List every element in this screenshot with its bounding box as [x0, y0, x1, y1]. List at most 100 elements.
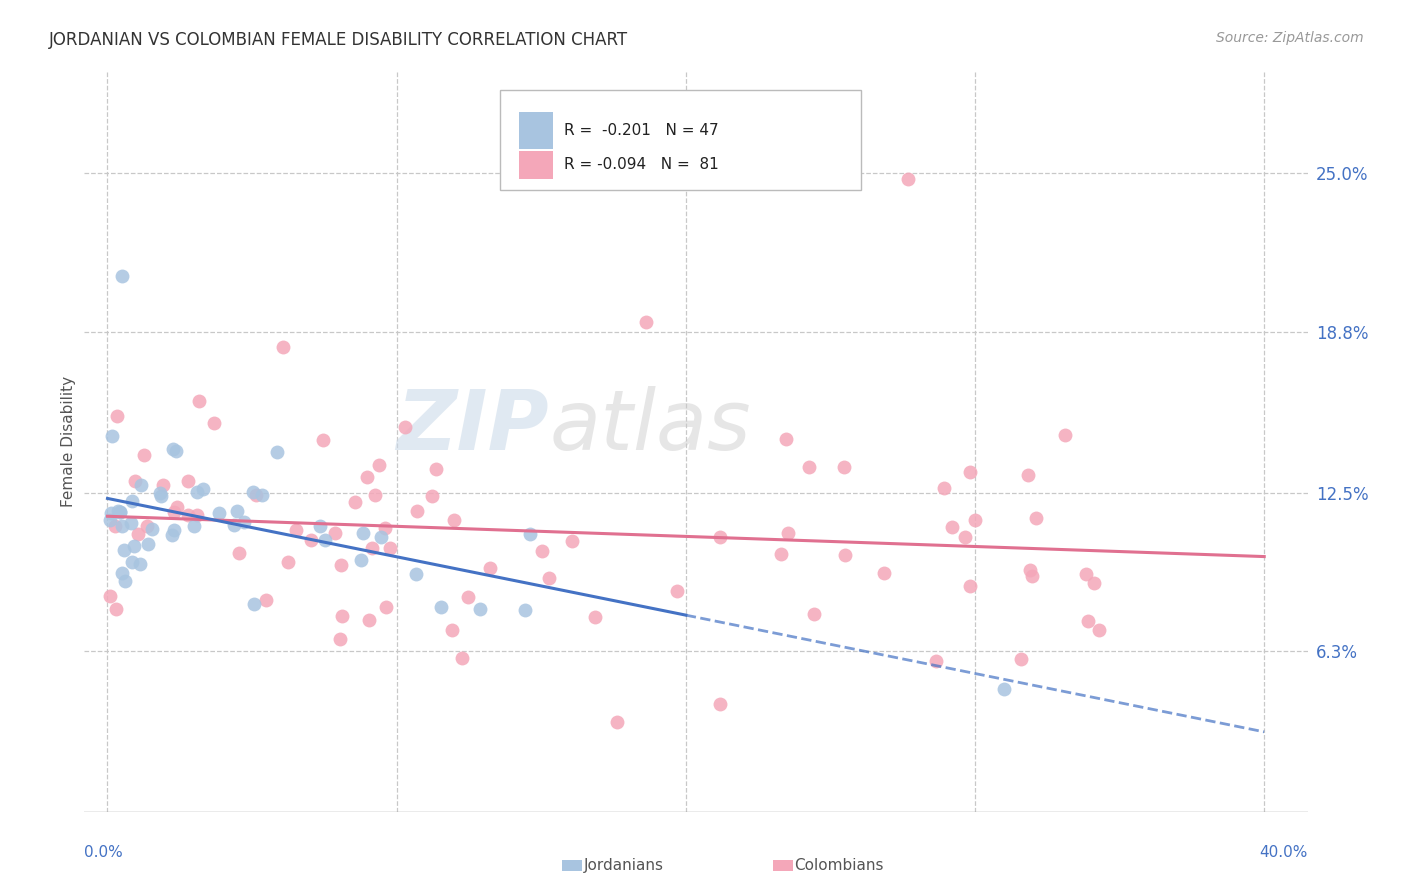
Text: 40.0%: 40.0% [1260, 845, 1308, 860]
Point [425, 462, 447, 476]
Point [959, 579, 981, 593]
Point [941, 520, 963, 534]
Point [150, 489, 173, 503]
Point [330, 608, 353, 623]
Point [803, 607, 825, 622]
Point [405, 566, 427, 581]
Point [242, 485, 264, 500]
Point [141, 523, 163, 537]
Point [897, 171, 920, 186]
Point [709, 698, 731, 712]
Point [183, 519, 205, 533]
Point [370, 530, 392, 544]
Point [105, 602, 128, 616]
Point [925, 655, 948, 669]
Point [932, 481, 955, 495]
Point [228, 545, 250, 559]
Point [406, 504, 429, 518]
Point [166, 500, 188, 515]
Point [325, 525, 347, 540]
Point [108, 505, 131, 519]
Point [177, 508, 200, 522]
Point [666, 583, 689, 598]
Point [1025, 511, 1047, 525]
Point [108, 505, 131, 519]
Point [191, 482, 214, 496]
Point [124, 474, 146, 488]
Point [277, 555, 299, 569]
Point [993, 682, 1015, 697]
Point [208, 507, 231, 521]
Point [329, 632, 352, 646]
Point [149, 486, 172, 500]
Point [359, 613, 381, 627]
Point [225, 504, 247, 518]
Point [361, 541, 384, 555]
Point [374, 599, 396, 614]
FancyBboxPatch shape [519, 112, 553, 149]
Point [513, 603, 536, 617]
Point [309, 518, 332, 533]
Point [1077, 615, 1099, 629]
Point [165, 444, 187, 458]
Point [343, 495, 366, 509]
Point [114, 574, 136, 589]
Point [797, 459, 820, 474]
Point [478, 561, 501, 575]
Y-axis label: Female Disability: Female Disability [60, 376, 76, 508]
Point [873, 566, 896, 581]
Point [537, 571, 560, 585]
Point [243, 597, 266, 611]
Point [430, 600, 453, 615]
Point [1074, 567, 1097, 582]
Point [776, 526, 799, 541]
Point [450, 650, 472, 665]
Text: R =  -0.201   N = 47: R = -0.201 N = 47 [564, 123, 718, 138]
FancyBboxPatch shape [519, 151, 553, 178]
Point [394, 420, 416, 434]
Point [132, 448, 155, 462]
Point [959, 465, 981, 479]
Text: ZIP: ZIP [396, 386, 550, 467]
Point [374, 521, 396, 535]
Point [1021, 569, 1043, 583]
Point [1054, 428, 1077, 442]
Point [232, 516, 254, 530]
Text: 0.0%: 0.0% [84, 845, 124, 860]
Point [186, 508, 208, 522]
Point [1017, 468, 1039, 483]
Point [131, 478, 153, 492]
Text: R = -0.094   N =  81: R = -0.094 N = 81 [564, 157, 718, 172]
Point [519, 526, 541, 541]
Point [1018, 563, 1040, 577]
Point [111, 268, 134, 283]
Point [271, 340, 294, 354]
Point [770, 547, 793, 561]
FancyBboxPatch shape [562, 860, 582, 871]
Point [284, 523, 307, 537]
Point [120, 516, 142, 530]
Point [224, 518, 246, 533]
Point [266, 444, 288, 458]
Point [440, 623, 463, 637]
Point [104, 518, 127, 533]
Point [163, 505, 186, 519]
Point [963, 513, 986, 527]
Point [312, 433, 335, 447]
Point [299, 533, 322, 547]
Point [100, 506, 122, 520]
Point [105, 409, 128, 423]
Point [188, 394, 211, 409]
Point [162, 442, 184, 456]
Point [470, 602, 492, 616]
Point [350, 552, 373, 566]
Point [127, 526, 149, 541]
Text: JORDANIAN VS COLOMBIAN FEMALE DISABILITY CORRELATION CHART: JORDANIAN VS COLOMBIAN FEMALE DISABILITY… [49, 31, 628, 49]
Point [250, 488, 273, 502]
Point [100, 513, 122, 527]
Text: Source: ZipAtlas.com: Source: ZipAtlas.com [1216, 31, 1364, 45]
Point [163, 523, 186, 537]
Point [364, 487, 387, 501]
FancyBboxPatch shape [501, 90, 860, 190]
Point [122, 539, 145, 553]
